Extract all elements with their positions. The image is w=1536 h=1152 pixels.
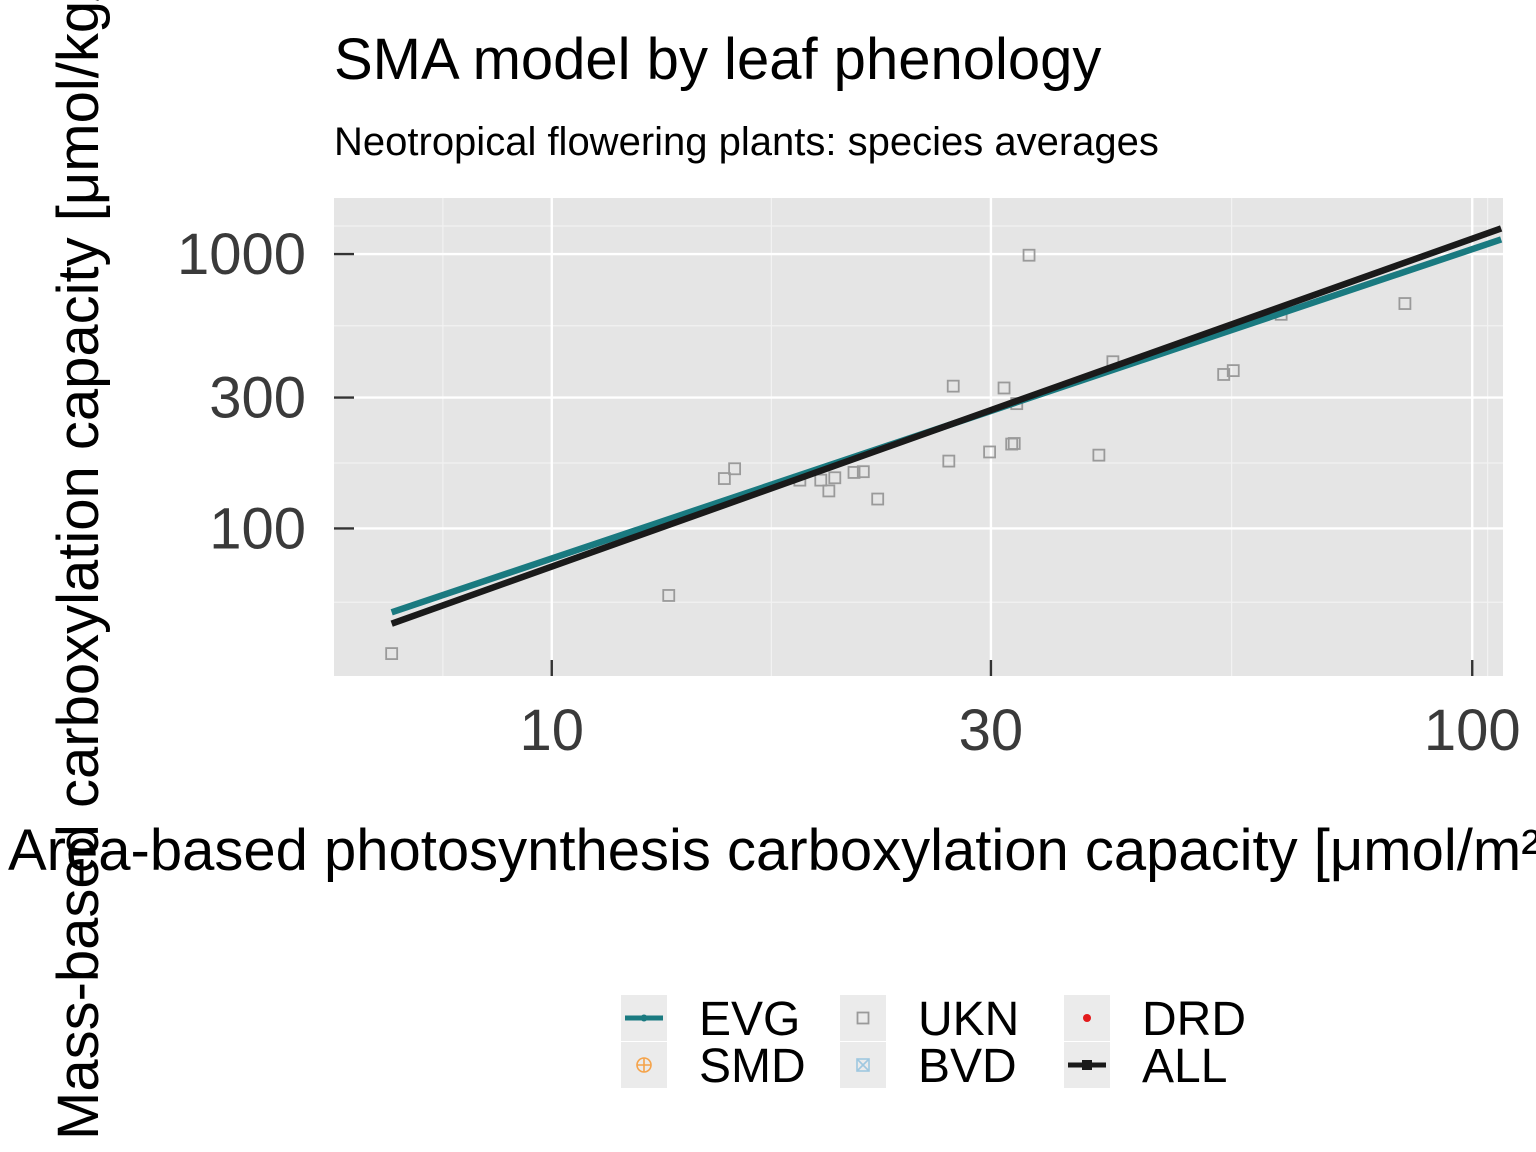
grid-minor bbox=[334, 198, 1503, 676]
legend-label: ALL bbox=[1142, 1040, 1227, 1093]
ukn-point bbox=[728, 462, 742, 476]
ukn-point bbox=[1022, 248, 1036, 262]
chart-subtitle: Neotropical flowering plants: species av… bbox=[334, 120, 1159, 164]
legend-item-smd: SMD bbox=[621, 1040, 806, 1093]
ukn-point bbox=[822, 484, 836, 498]
plot-panel bbox=[334, 198, 1503, 676]
legend-label: SMD bbox=[699, 1040, 806, 1093]
legend-item-bvd: BVD bbox=[840, 1040, 1017, 1093]
ukn-point bbox=[662, 589, 676, 602]
ukn-point bbox=[1226, 364, 1240, 378]
legend-item-evg: EVG bbox=[621, 993, 800, 1046]
ukn-point bbox=[1092, 448, 1106, 462]
x-tick-label: 10 bbox=[520, 698, 585, 763]
ukn-point bbox=[828, 471, 842, 485]
ukn-point bbox=[942, 454, 956, 468]
ukn-point bbox=[717, 472, 731, 485]
legend-key-box bbox=[840, 995, 886, 1041]
ukn-point bbox=[983, 445, 997, 459]
legend-point-swatch bbox=[640, 1014, 648, 1022]
ukn-point bbox=[856, 465, 870, 479]
y-tick-label: 100 bbox=[209, 496, 306, 561]
x-axis: 10 30 100 bbox=[520, 660, 1521, 763]
legend-label: BVD bbox=[918, 1040, 1017, 1093]
legend-square-swatch bbox=[856, 1011, 870, 1025]
legend-label: EVG bbox=[699, 993, 800, 1046]
legend-dot-swatch bbox=[1083, 1014, 1091, 1022]
ukn-point bbox=[847, 466, 861, 479]
legend-item-ukn: UKN bbox=[840, 993, 1019, 1046]
legend-square-swatch bbox=[856, 1058, 870, 1072]
legend-square-swatch bbox=[1082, 1060, 1092, 1070]
ukn-point bbox=[814, 473, 828, 487]
chart-title: SMA model by leaf phenology bbox=[334, 27, 1101, 92]
all-sma-line bbox=[390, 225, 1503, 627]
legend-x-mark bbox=[856, 1058, 870, 1072]
y-tick-label: 1000 bbox=[177, 222, 306, 287]
ukn-point bbox=[871, 492, 885, 506]
legend-item-drd: DRD bbox=[1064, 993, 1246, 1046]
legend-plus-mark bbox=[637, 1058, 651, 1072]
y-axis-label: Mass-based carboxylation capacity [μmol/… bbox=[46, 0, 111, 1140]
x-axis-label: Area-based photosynthesis carboxylation … bbox=[8, 818, 1536, 883]
ukn-point bbox=[1007, 437, 1021, 450]
ukn-point bbox=[385, 647, 399, 660]
grid-major bbox=[334, 198, 1503, 676]
ukn-point bbox=[1217, 368, 1231, 381]
legend-item-all: ALL bbox=[1064, 1040, 1227, 1093]
legend-label: UKN bbox=[918, 993, 1019, 1046]
ukn-point bbox=[997, 381, 1011, 395]
x-tick-label: 30 bbox=[959, 698, 1024, 763]
legend-label: DRD bbox=[1142, 993, 1246, 1046]
ukn-point bbox=[1398, 297, 1412, 310]
x-tick-label: 100 bbox=[1424, 698, 1521, 763]
y-axis: 100 300 1000 bbox=[177, 222, 354, 561]
ukn-point bbox=[946, 379, 960, 393]
data-marks bbox=[385, 225, 1503, 660]
y-tick-label: 300 bbox=[209, 366, 306, 431]
